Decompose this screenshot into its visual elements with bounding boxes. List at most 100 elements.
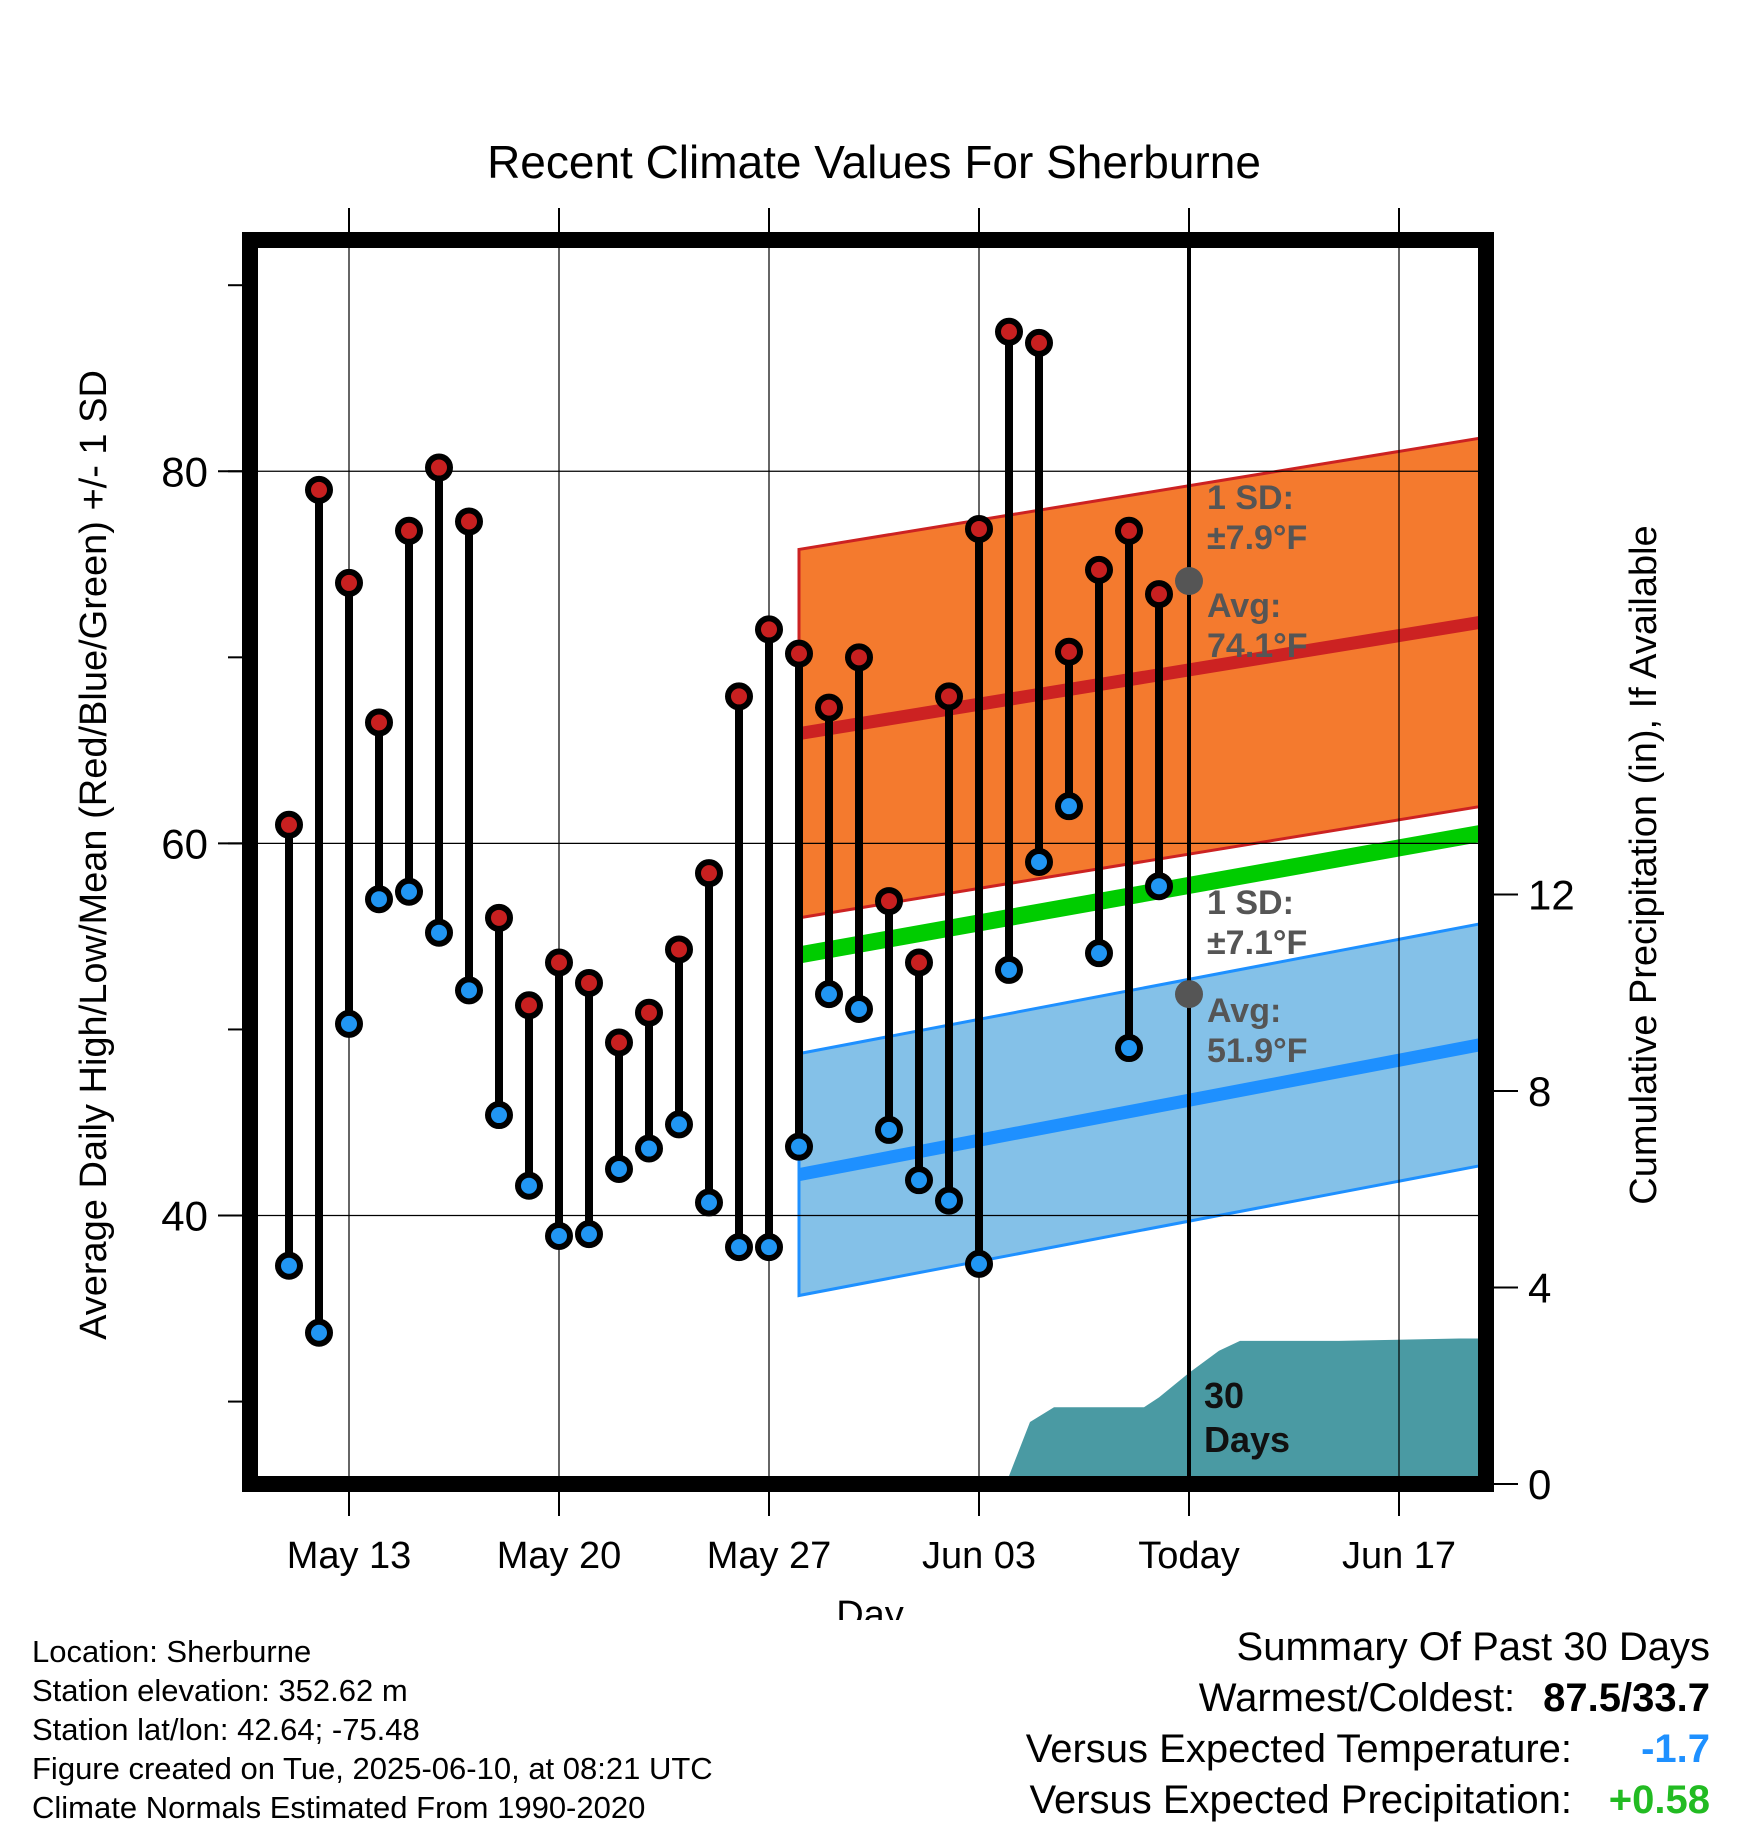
daily-low-point	[665, 1110, 693, 1139]
daily-low-point	[305, 1318, 333, 1347]
warmest-value: 87.5/33.7	[1543, 1676, 1710, 1720]
daily-low-point	[845, 994, 873, 1023]
x-tick-label: May 27	[707, 1535, 832, 1577]
days-label-text: Days	[1204, 1419, 1290, 1460]
location-text: Location: Sherburne	[32, 1634, 312, 1669]
daily-high-point	[965, 514, 993, 543]
warmest-label: Warmest/Coldest:	[1198, 1676, 1516, 1720]
y-right-tick-label: 12	[1528, 872, 1575, 919]
daily-high-point	[875, 887, 903, 916]
precip-label: Versus Expected Precipitation:	[1029, 1778, 1572, 1822]
daily-low-point	[425, 918, 453, 947]
daily-low-point	[1085, 939, 1113, 968]
normal-mean-line	[797, 825, 1478, 964]
daily-high-point	[635, 998, 663, 1027]
daily-low-point	[1145, 872, 1173, 901]
y-right-tick-label: 8	[1528, 1068, 1551, 1115]
normal-low-line	[797, 1038, 1478, 1181]
daily-low-point	[635, 1134, 663, 1163]
temp-label: Versus Expected Temperature:	[1025, 1727, 1572, 1771]
daily-high-point	[755, 615, 783, 644]
normal-high-line	[797, 616, 1478, 741]
daily-high-point	[845, 643, 873, 672]
daily-low-point	[515, 1171, 543, 1200]
daily-high-point	[545, 948, 573, 977]
daily-high-point	[575, 968, 603, 997]
latlon-text: Station lat/lon: 42.64; -75.48	[32, 1712, 420, 1747]
y-left-tick-label: 60	[161, 820, 208, 867]
daily-low-point	[455, 976, 483, 1005]
daily-low-point	[1115, 1034, 1143, 1063]
daily-low-point	[725, 1233, 753, 1262]
station-info: Location: Sherburne Station elevation: 3…	[32, 1632, 713, 1827]
low-avg-label: Avg:	[1207, 992, 1281, 1030]
high-sd-label: 1 SD:	[1207, 479, 1294, 517]
daily-high-point	[605, 1028, 633, 1057]
daily-high-point	[425, 453, 453, 482]
summary-panel: Summary Of Past 30 Days Warmest/Coldest:…	[1026, 1622, 1710, 1826]
y-left-tick-label: 80	[161, 448, 208, 495]
low-sd-label: 1 SD:	[1207, 884, 1294, 922]
daily-high-point	[905, 948, 933, 977]
daily-high-point	[815, 693, 843, 722]
y-left-tick-label: 40	[161, 1193, 208, 1240]
daily-low-point	[275, 1251, 303, 1280]
daily-high-point	[935, 682, 963, 711]
summary-temp-row: Versus Expected Temperature: -1.7	[1026, 1724, 1710, 1775]
daily-low-point	[695, 1188, 723, 1217]
daily-high-point	[275, 810, 303, 839]
daily-low-point	[785, 1132, 813, 1161]
today-high-avg-marker	[1175, 567, 1203, 596]
plot-frame	[242, 232, 1494, 1492]
low-avg-value: 51.9°F	[1207, 1032, 1308, 1070]
daily-low-point	[395, 877, 423, 906]
daily-low-point	[545, 1221, 573, 1250]
daily-high-point	[395, 516, 423, 545]
precip-area	[784, 1338, 1478, 1476]
daily-high-point	[485, 903, 513, 932]
x-tick-label: May 13	[287, 1535, 412, 1577]
today-low-avg-marker	[1175, 980, 1203, 1009]
high-sd-value: ±7.9°F	[1207, 519, 1307, 557]
created-text: Figure created on Tue, 2025-06-10, at 08…	[32, 1751, 713, 1786]
summary-title: Summary Of Past 30 Days	[1236, 1625, 1710, 1669]
daily-low-point	[875, 1115, 903, 1144]
daily-high-point	[1085, 555, 1113, 584]
summary-warmest-row: Warmest/Coldest: 87.5/33.7	[1026, 1673, 1710, 1724]
y-right-tick-label: 4	[1528, 1265, 1551, 1312]
daily-low-point	[905, 1166, 933, 1195]
daily-high-point	[335, 568, 363, 597]
daily-low-point	[365, 885, 393, 914]
climate-chart: Recent Climate Values For Sherburne 1 SD…	[73, 136, 1665, 1620]
daily-high-point	[695, 859, 723, 888]
daily-low-point	[335, 1009, 363, 1038]
daily-low-point	[995, 955, 1023, 984]
daily-high-point	[665, 935, 693, 964]
daily-low-point	[965, 1249, 993, 1278]
daily-high-point	[995, 317, 1023, 346]
temp-value: -1.7	[1641, 1727, 1710, 1771]
daily-low-point	[755, 1233, 783, 1262]
daily-low-point	[485, 1101, 513, 1130]
daily-high-point	[1025, 328, 1053, 357]
low-sd-value: ±7.1°F	[1207, 924, 1307, 962]
x-axis-label: Day	[836, 1594, 904, 1620]
daily-high-point	[1055, 637, 1083, 666]
daily-low-point	[575, 1220, 603, 1249]
x-tick-label: May 20	[497, 1535, 622, 1577]
normals-text: Climate Normals Estimated From 1990-2020	[32, 1790, 646, 1825]
daily-low-point	[1025, 848, 1053, 876]
chart-title: Recent Climate Values For Sherburne	[487, 136, 1261, 188]
precip-value: +0.58	[1608, 1778, 1710, 1822]
daily-high-point	[515, 991, 543, 1020]
daily-high-point	[785, 639, 813, 668]
high-avg-value: 74.1°F	[1207, 627, 1308, 665]
daily-low-point	[605, 1155, 633, 1183]
daily-high-point	[305, 475, 333, 504]
daily-high-point	[455, 507, 483, 536]
x-tick-label: Jun 17	[1342, 1535, 1456, 1577]
y-right-tick-label: 0	[1528, 1461, 1551, 1508]
daily-high-point	[365, 708, 393, 737]
daily-low-point	[1055, 792, 1083, 821]
